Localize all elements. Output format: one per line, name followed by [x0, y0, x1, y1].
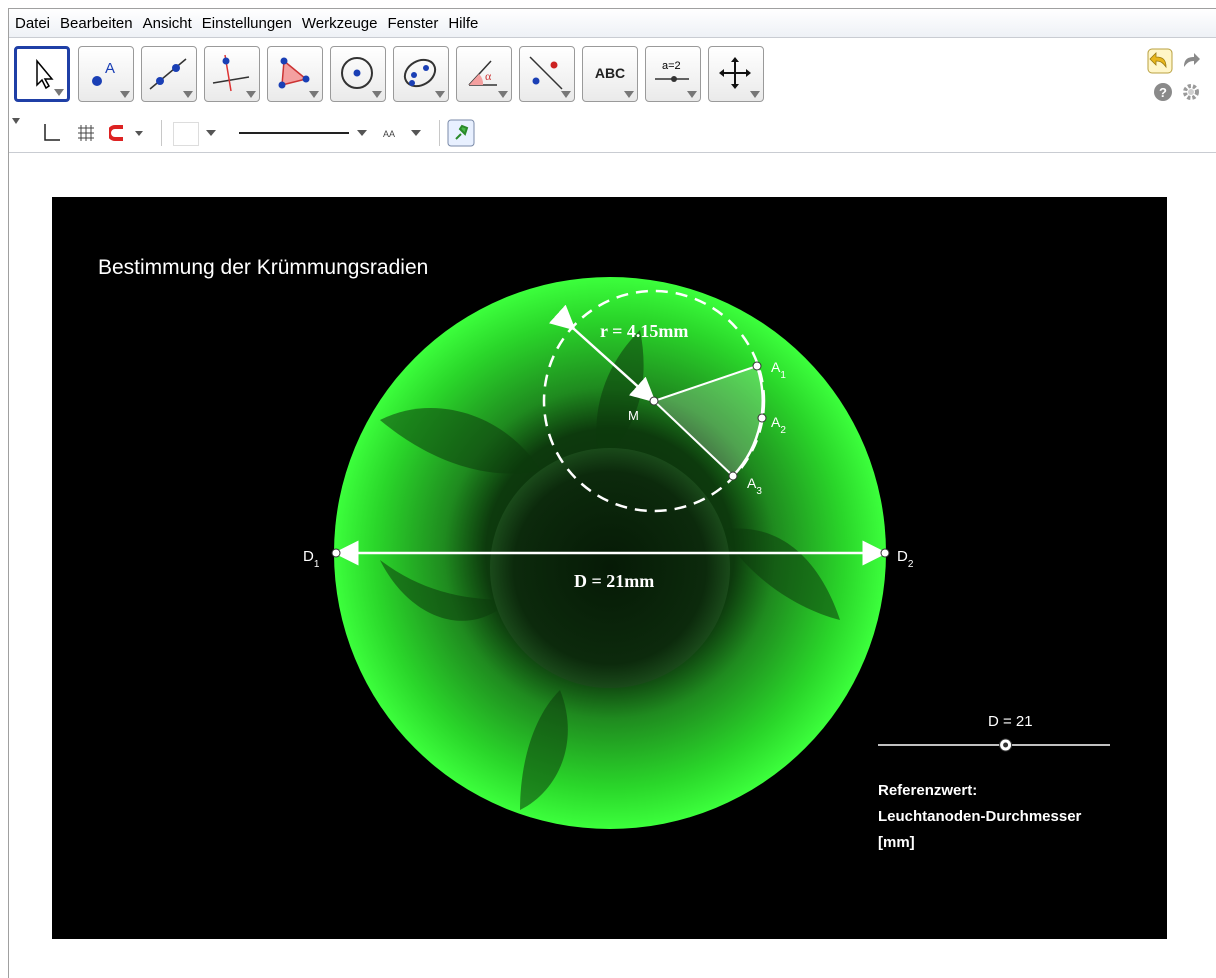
menu-ansicht[interactable]: Ansicht [142, 14, 192, 32]
magnet-snap-icon[interactable] [109, 124, 149, 142]
separator [439, 120, 440, 146]
polygon-tool[interactable] [267, 46, 323, 102]
point-D2 [880, 548, 890, 558]
curvature-sector [654, 366, 763, 476]
undo-icon [1147, 48, 1173, 74]
ellipse-tool[interactable] [393, 46, 449, 102]
style-bar: AA [9, 114, 1216, 153]
separator [161, 120, 162, 146]
move-tool[interactable] [14, 46, 70, 102]
point-D1 [331, 548, 341, 558]
label-M: M [628, 408, 639, 423]
angle-icon: α [468, 60, 497, 86]
radius-label: r = 4.15mm [600, 321, 688, 341]
pin-icon[interactable] [447, 119, 475, 147]
help-button[interactable]: ? [1153, 82, 1173, 102]
reflect-icon [529, 56, 563, 90]
reference-line-1: Referenzwert: [878, 782, 978, 799]
radius-segment-A1 [653, 365, 758, 402]
tool-bar: A [9, 38, 1216, 114]
reference-line-2: Leuchtanoden-Durchmesser [878, 808, 1082, 825]
text-size-selector[interactable]: AA [381, 124, 427, 142]
reflect-tool[interactable] [519, 46, 575, 102]
menu-einstellungen[interactable]: Einstellungen [201, 14, 292, 32]
slider-knob[interactable] [999, 738, 1013, 752]
label-D2: D2 [897, 548, 914, 570]
svg-text:?: ? [1159, 85, 1167, 100]
move-view-tool[interactable] [708, 46, 764, 102]
page-title: Bestimmung der Krümmungsradien [98, 256, 429, 279]
gear-icon [1183, 84, 1199, 100]
point-icon: A [92, 60, 115, 86]
point-tool[interactable]: A [78, 46, 134, 102]
perpendicular-tool[interactable] [204, 46, 260, 102]
menu-bar: Datei Bearbeiten Ansicht Einstellungen W… [9, 9, 1216, 38]
label-A3: A3 [747, 475, 762, 497]
undo-button[interactable] [1147, 48, 1173, 74]
redo-button[interactable] [1177, 48, 1203, 74]
radius-arrow [548, 304, 656, 403]
cursor-arrow-icon [36, 58, 54, 90]
slider-tool[interactable]: a=2 [645, 46, 701, 102]
grid-toggle-icon[interactable] [75, 122, 97, 144]
menu-fenster[interactable]: Fenster [387, 14, 439, 32]
line-tool[interactable] [141, 46, 197, 102]
label-D1: D1 [303, 548, 320, 570]
move-graphics-view-icon [719, 57, 751, 89]
chevron-down-icon[interactable] [205, 128, 217, 138]
label-A2: A2 [771, 414, 786, 436]
reference-note: Referenzwert: Leuchtanoden-Durchmesser [… [878, 778, 1081, 856]
help-icon: ? [1154, 83, 1172, 101]
slider-icon: a=2 [655, 60, 689, 82]
collapse-toggle-icon[interactable] [11, 116, 21, 126]
arc-A1-A3 [732, 365, 764, 477]
menu-werkzeuge[interactable]: Werkzeuge [301, 14, 378, 32]
points[interactable] [331, 361, 890, 558]
svg-text:a=2: a=2 [662, 60, 681, 72]
curvature-circle [542, 289, 766, 513]
anode-core [490, 448, 730, 688]
settings-button[interactable] [1181, 82, 1201, 102]
menu-datei[interactable]: Datei [15, 14, 51, 32]
diameter-label: D = 21mm [574, 571, 654, 591]
perpendicular-line-icon [212, 54, 250, 92]
circle-center-point-icon [341, 57, 373, 89]
point-A2 [757, 413, 767, 423]
point-A3 [728, 471, 738, 481]
angle-tool[interactable]: α [456, 46, 512, 102]
menu-hilfe[interactable]: Hilfe [448, 14, 479, 32]
ellipse-icon [403, 58, 437, 88]
redo-icon [1184, 53, 1200, 67]
color-swatch[interactable] [173, 122, 199, 146]
radius-segment-A3 [653, 400, 734, 477]
circle-tool[interactable] [330, 46, 386, 102]
text-tool[interactable]: ABC [582, 46, 638, 102]
line-style-selector[interactable] [237, 124, 377, 142]
axes-toggle-icon[interactable] [39, 122, 61, 144]
polygon-icon [278, 57, 310, 89]
label-A1: A1 [771, 359, 786, 381]
point-M [649, 396, 659, 406]
svg-text:α: α [485, 69, 492, 83]
point-A1 [752, 361, 762, 371]
menu-bearbeiten[interactable]: Bearbeiten [60, 14, 133, 32]
slider-label: D = 21 [988, 713, 1033, 730]
line-through-points-icon [149, 58, 187, 90]
reference-line-3: [mm] [878, 834, 915, 851]
svg-text:A: A [105, 60, 115, 77]
svg-text:AA: AA [383, 129, 395, 139]
